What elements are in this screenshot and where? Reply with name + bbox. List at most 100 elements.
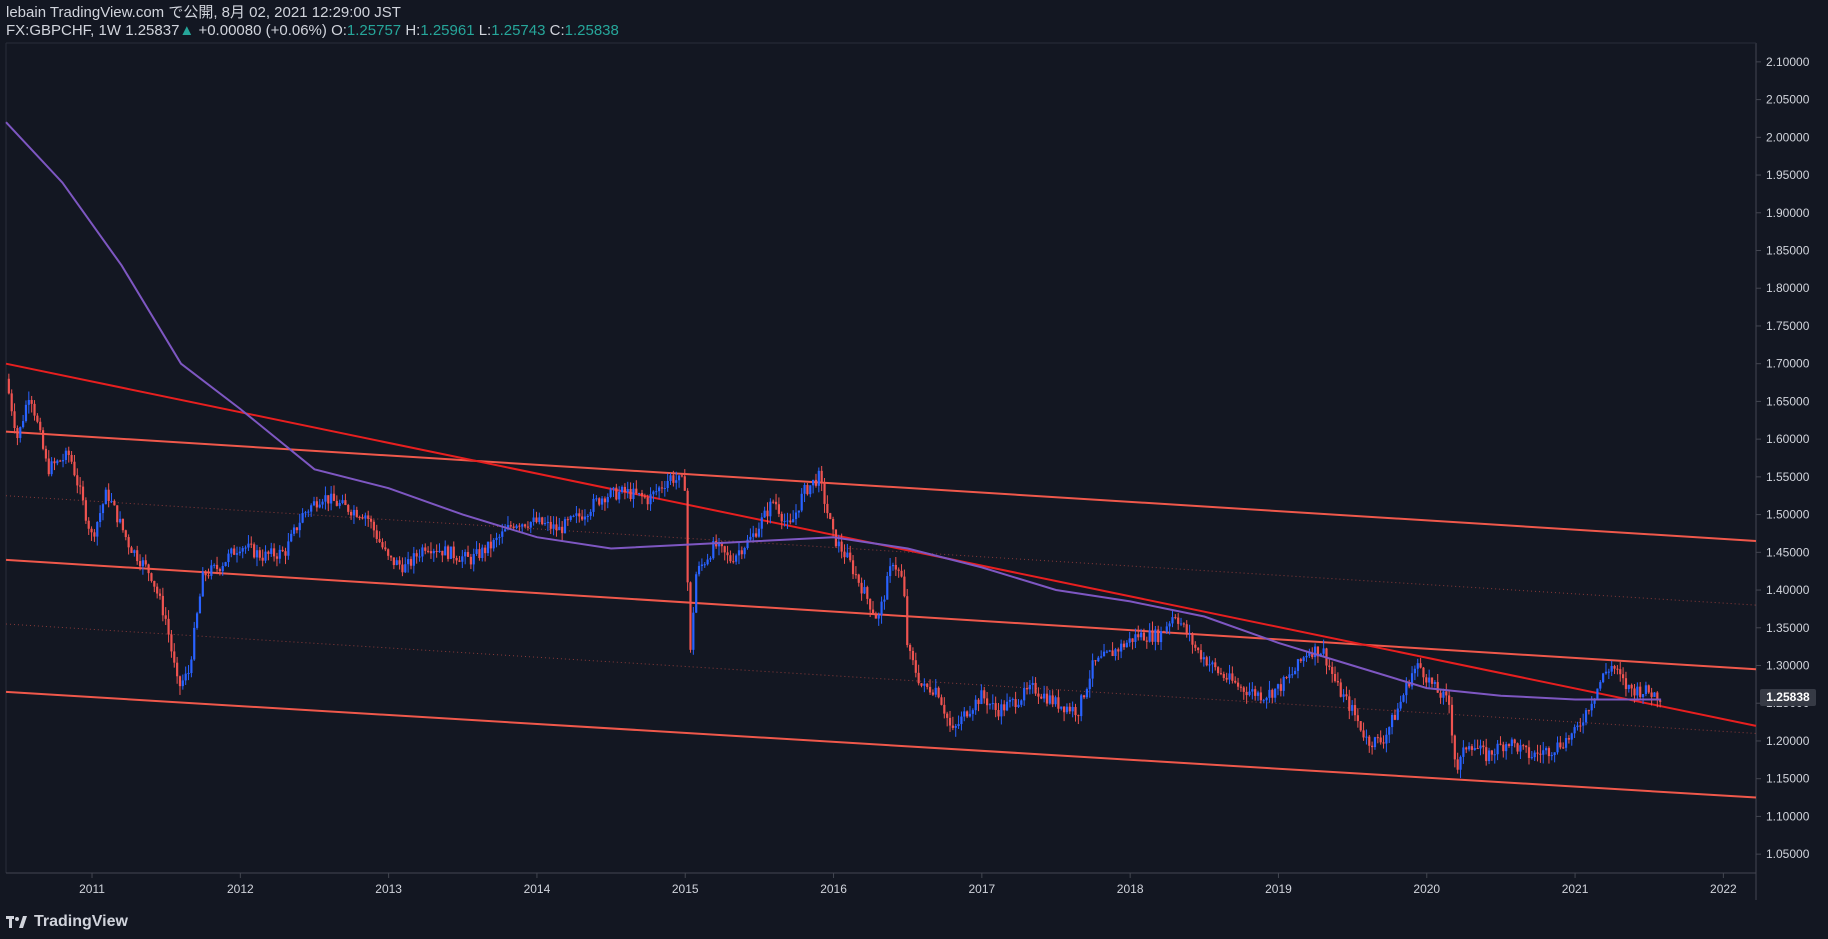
price-tick-label: 1.15000 (1766, 772, 1810, 786)
candle-body (130, 547, 133, 553)
candle-body (937, 687, 940, 698)
candle-body (589, 511, 592, 516)
candle-body (769, 501, 772, 517)
candle-body (877, 615, 880, 619)
last-price-tag: 1.25838 (1760, 688, 1816, 706)
candle-body (626, 488, 629, 492)
candle-body (335, 500, 338, 506)
candle-body (1616, 668, 1619, 670)
tradingview-logo[interactable]: TradingView (6, 913, 128, 931)
candle-body (906, 596, 909, 646)
candle-body (1137, 634, 1140, 638)
trend-line-5[interactable] (5, 623, 1757, 734)
candle-body (133, 550, 136, 553)
candle-body (332, 493, 336, 501)
candle-body (1140, 632, 1143, 638)
candle-body (643, 496, 646, 498)
candle-body (535, 517, 538, 523)
candle-body (780, 513, 783, 522)
candle-body (1088, 678, 1091, 690)
trend-line-4[interactable] (5, 495, 1757, 606)
high-label: H: (405, 22, 421, 39)
candle-body (1416, 663, 1419, 669)
candle-body (481, 547, 484, 559)
candle-body (1194, 644, 1197, 648)
candle-body (592, 498, 595, 512)
candle-body (712, 541, 715, 559)
candle-body (1613, 665, 1616, 669)
candle-body (543, 523, 547, 525)
candle-body (469, 556, 472, 565)
candle-body (272, 548, 276, 557)
candle-body (224, 562, 227, 567)
candle-body (1262, 700, 1265, 702)
candle-body (1539, 753, 1542, 755)
candle-body (367, 515, 370, 519)
trend-line-0[interactable] (5, 430, 1757, 542)
candle-body (552, 524, 555, 529)
candle-body (1276, 684, 1280, 689)
candle-body (1168, 623, 1171, 627)
candle-body (241, 548, 244, 552)
candle-body (1542, 750, 1545, 755)
candle-body (44, 448, 48, 459)
candle-body (1242, 687, 1245, 692)
candle-body (7, 378, 10, 394)
low-value: 1.25743 (491, 22, 546, 39)
low-label: L: (478, 22, 492, 39)
trend-lines[interactable] (5, 362, 1757, 799)
candle-body (814, 479, 818, 486)
candle-body (575, 513, 578, 516)
candle-body (1485, 747, 1488, 762)
candle-body (549, 521, 552, 529)
candle-body (1034, 682, 1037, 694)
time-tick-label: 2018 (1117, 882, 1144, 896)
candle-body (1408, 682, 1411, 687)
symbol-label: FX:GBPCHF, 1W (6, 22, 122, 39)
candle-body (706, 559, 709, 565)
candle-body (971, 710, 974, 714)
candle-body (238, 551, 241, 554)
candle-body (1439, 692, 1442, 698)
candle-body (13, 411, 16, 429)
candle-body (523, 524, 527, 527)
candle-body (1527, 747, 1531, 758)
candle-body (1359, 721, 1362, 731)
candle-body (983, 690, 986, 699)
candle-body (1011, 699, 1014, 701)
candle-body (107, 489, 110, 501)
price-tick-label: 1.20000 (1766, 734, 1810, 748)
candle-body (866, 587, 869, 599)
candle-body (475, 549, 478, 554)
candle-body (1627, 684, 1630, 689)
price-tick-label: 1.70000 (1766, 357, 1810, 371)
trend-line-2[interactable] (5, 690, 1757, 799)
candle-body (1507, 744, 1511, 746)
candle-body (946, 713, 949, 718)
candle-body (581, 516, 584, 520)
candle-body (1396, 708, 1399, 720)
candle-body (1291, 674, 1294, 676)
candle-body (1294, 670, 1297, 675)
candle-body (495, 537, 498, 540)
candle-body (27, 399, 30, 405)
price-axis[interactable]: 1.050001.100001.150001.200001.250001.300… (1756, 55, 1810, 861)
candle-body (312, 501, 316, 506)
time-axis[interactable]: 2011 2012 2013 2014 2015 2016 2017 2018 2019 2020… (79, 873, 1737, 896)
candle-body (16, 428, 19, 439)
candle-body (812, 479, 815, 486)
candle-body (315, 501, 318, 508)
candle-body (1208, 664, 1211, 666)
candle-body (692, 612, 695, 650)
candle-body (1373, 737, 1377, 748)
candle-body (763, 510, 766, 518)
candle-body (378, 539, 381, 543)
candle-body (1351, 705, 1354, 711)
candle-body (695, 574, 698, 613)
candle-body (1402, 695, 1405, 702)
candle-body (883, 599, 886, 602)
candle-body (444, 546, 447, 556)
candle-body (1376, 737, 1379, 739)
candle-body (666, 480, 669, 488)
